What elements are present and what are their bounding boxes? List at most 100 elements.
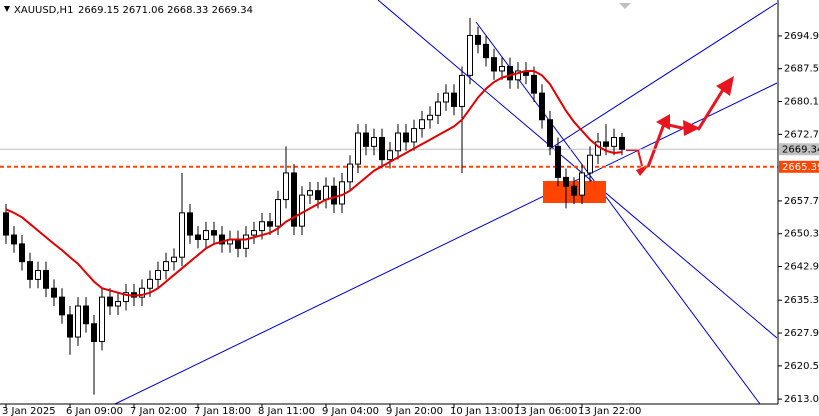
candle-body [579,172,585,196]
candle-body [123,292,129,303]
candle-body [515,70,521,81]
y-tick-label: 2657.70 [784,196,819,207]
ohlc-readout: 2669.15 2671.06 2668.33 2669.34 [78,5,253,16]
candle-body [467,34,473,76]
candle-body [571,185,577,196]
candle-body [219,234,225,245]
candle-body [555,145,561,178]
candle-body [259,221,265,232]
moving-average [5,69,623,297]
x-tick-label: 9 Jan 20:00 [386,406,443,416]
candle-body [547,119,553,147]
y-tick-label: 2613.00 [784,394,819,405]
arrow [696,87,726,131]
x-tick-label: 10 Jan 13:00 [450,406,513,416]
candle-body [371,136,377,147]
y-tick-label: 2672.70 [784,129,819,140]
arrow-head [716,76,734,96]
symbol-title: XAUUSD,H1 [14,5,73,16]
candle-body [179,212,185,258]
x-tick-label: 3 Jan 2025 [2,406,56,416]
candle-body [507,66,513,81]
candle-body [163,261,169,272]
candle-body [379,136,385,161]
y-tick-label: 2635.30 [784,295,819,306]
candle-body [411,128,417,143]
candle-body [531,74,537,94]
candle-body [211,230,217,236]
candle-body [195,234,201,240]
candle-body [91,323,97,342]
candle-body [139,287,145,298]
candle-body [99,296,105,342]
candle-body [75,305,81,338]
candle-body [3,212,9,236]
candle-body [419,119,425,130]
candle-body [315,190,321,201]
candle-body [339,181,345,205]
channel-line [547,2,778,151]
candle-body [107,296,113,307]
arrow [626,149,643,167]
candle-body [459,74,465,107]
price-label-bg [779,143,819,156]
candle-body [483,43,489,59]
candle-body [83,305,89,325]
candle-body [27,261,33,280]
candle-body [443,92,449,103]
candle-body [275,199,281,227]
x-tick-label: 8 Jan 11:00 [258,406,315,416]
shift-marker [619,3,631,9]
y-tick-label: 2642.90 [784,262,819,273]
candle-body [67,314,73,338]
candle-body [171,256,177,263]
candle-body [451,92,457,107]
candle-body [611,136,617,147]
candle-body [435,101,441,116]
candle-body [603,141,609,147]
x-tick-label: 7 Jan 18:00 [194,406,251,416]
y-tick-label: 2620.50 [784,361,819,372]
y-tick-label: 2680.10 [784,97,819,108]
candle-body [59,296,65,316]
price-label: 2669.34 [782,144,819,155]
candle-body [331,185,337,205]
candle-body [307,190,313,196]
price-label-bg [779,160,819,173]
candle-body [283,172,289,201]
y-tick-label: 2627.90 [784,328,819,339]
candle-body [587,154,593,174]
collapse-icon [4,6,10,12]
candle-body [363,132,369,147]
candle-body [43,270,49,289]
candle-body [291,172,297,227]
x-tick-label: 9 Jan 04:00 [322,406,379,416]
candle-body [187,212,193,236]
candle-body [235,238,241,249]
candle-body [427,114,433,121]
candle-body [203,230,209,240]
candle-body [115,301,121,307]
candle-body [539,92,545,121]
candle-body [563,176,569,187]
x-tick-label: 7 Jan 02:00 [130,406,187,416]
candle-body [243,234,249,249]
candle-body [499,66,505,72]
candle-body [619,136,625,150]
channel-line [377,0,778,339]
x-tick-label: 13 Jan 22:00 [578,406,641,416]
drawings [0,0,778,405]
candle-body [491,57,497,72]
candle-body [267,221,273,227]
candle-body [323,185,329,201]
y-tick-label: 2650.30 [784,229,819,240]
price-label: 2665.39 [782,162,819,173]
candle-body [403,132,409,143]
channel-line [475,21,761,405]
candle-body [299,194,305,227]
channel-line [114,82,778,405]
candle-body [147,278,153,289]
candle-body [19,243,25,263]
